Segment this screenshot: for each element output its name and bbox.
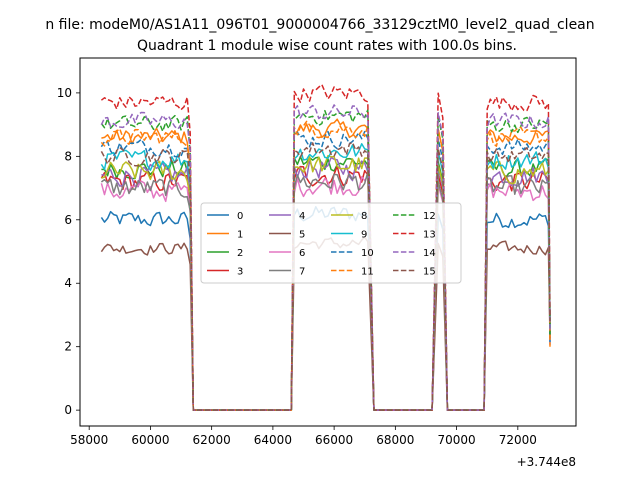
series-line-2 — [101, 155, 551, 411]
legend-label-10: 10 — [361, 248, 374, 259]
series-line-8 — [101, 154, 551, 411]
legend-label-9: 9 — [361, 230, 367, 241]
series-line-7 — [100, 171, 551, 411]
x-tick-label: 60000 — [131, 433, 169, 447]
y-tick-label: 2 — [64, 340, 72, 354]
x-tick-label: 62000 — [193, 433, 231, 447]
legend-label-3: 3 — [237, 267, 243, 278]
legend-label-8: 8 — [361, 211, 367, 222]
x-tick-label: 72000 — [499, 433, 537, 447]
x-tick-label: 64000 — [254, 433, 292, 447]
plot-frame — [79, 57, 577, 427]
chart-title: Quadrant 1 module wise count rates with … — [137, 38, 517, 54]
series-line-13 — [100, 83, 551, 411]
x-tick-label: 68000 — [376, 433, 414, 447]
y-tick-label: 6 — [64, 213, 72, 227]
y-tick-label: 0 — [64, 403, 72, 417]
x-tick-label: 70000 — [437, 433, 475, 447]
y-tick-label: 10 — [57, 86, 72, 100]
legend-label-12: 12 — [423, 211, 436, 222]
series-line-9 — [100, 143, 551, 411]
legend-label-13: 13 — [423, 230, 436, 241]
x-tick-label: 66000 — [315, 433, 353, 447]
legend-label-14: 14 — [423, 248, 436, 259]
series-line-1 — [101, 118, 551, 411]
legend-label-0: 0 — [237, 211, 243, 222]
legend-label-6: 6 — [299, 248, 305, 259]
legend-label-15: 15 — [423, 267, 436, 278]
legend-label-11: 11 — [361, 267, 374, 278]
legend-label-4: 4 — [299, 211, 305, 222]
legend-box — [200, 202, 462, 284]
y-tick-label: 4 — [64, 276, 72, 290]
x-axis: 58000 60000 62000 64000 66000 68000 70000 72000 — [70, 426, 537, 447]
y-axis: 0 2 4 6 8 10 — [57, 86, 80, 417]
series-line-12 — [100, 109, 551, 411]
chart-suptitle: n file: modeM0/AS1A11_096T01_9000004766_… — [45, 17, 594, 33]
x-tick-label: 58000 — [70, 433, 108, 447]
legend-label-7: 7 — [299, 267, 305, 278]
legend-label-1: 1 — [237, 230, 243, 241]
series-line-4 — [101, 156, 551, 411]
x-offset-label: +3.744e8 — [517, 455, 576, 469]
series-line-11 — [100, 120, 551, 411]
series-line-15 — [100, 141, 551, 411]
legend-label-2: 2 — [237, 248, 243, 259]
y-tick-label: 8 — [64, 149, 72, 163]
legend-label-5: 5 — [299, 230, 305, 241]
series-line-14 — [100, 104, 551, 411]
series-line-6 — [100, 174, 551, 411]
